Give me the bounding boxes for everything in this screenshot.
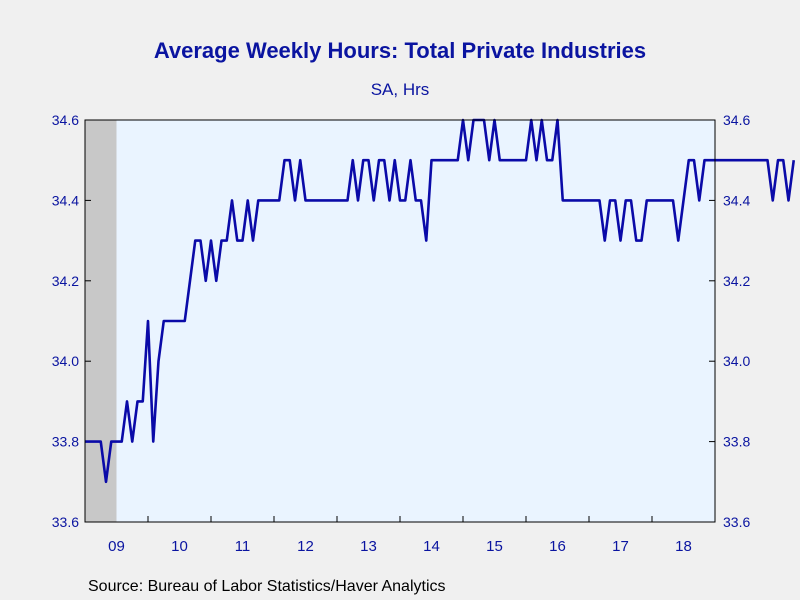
y-tick-label-right: 34.2 bbox=[723, 273, 750, 289]
y-tick-label-right: 34.6 bbox=[723, 112, 750, 128]
x-tick-label: 15 bbox=[486, 538, 503, 555]
y-tick-label-right: 33.8 bbox=[723, 434, 750, 450]
x-tick-label: 17 bbox=[612, 538, 629, 555]
series-line bbox=[85, 118, 796, 484]
plot-border bbox=[84, 119, 716, 523]
x-axis: 09 10 11 12 13 14 15 16 17 18 bbox=[108, 516, 692, 555]
y-tick-label-left: 33.8 bbox=[52, 434, 79, 450]
x-tick-label: 11 bbox=[235, 538, 251, 555]
chart-title: Average Weekly Hours: Total Private Indu… bbox=[153, 38, 647, 63]
x-tick-label: 12 bbox=[297, 538, 314, 555]
y-tick-label-right: 34.0 bbox=[723, 353, 750, 369]
chart-source: Source: Bureau of Labor Statistics/Haver… bbox=[88, 578, 446, 595]
y-tick-label-right: 33.6 bbox=[723, 514, 750, 530]
plot-area bbox=[85, 120, 715, 522]
x-tick-label: 18 bbox=[675, 538, 692, 555]
chart-subtitle: SA, Hrs bbox=[370, 80, 430, 99]
x-tick-label: 09 bbox=[108, 538, 125, 555]
y-axis-right: 33.6 33.8 34.0 34.2 34.4 34.6 bbox=[709, 112, 750, 530]
y-tick-label-left: 34.4 bbox=[52, 192, 79, 208]
x-tick-label: 13 bbox=[360, 538, 377, 555]
y-tick-label-left: 34.6 bbox=[52, 112, 79, 128]
recession-shading bbox=[85, 120, 117, 522]
y-axis-left: 33.6 33.8 34.0 34.2 34.4 34.6 bbox=[52, 112, 91, 530]
y-tick-label-left: 33.6 bbox=[52, 514, 79, 530]
x-tick-label: 16 bbox=[549, 538, 566, 555]
x-tick-label: 10 bbox=[171, 538, 188, 555]
x-tick-label: 14 bbox=[423, 538, 440, 555]
y-tick-label-left: 34.0 bbox=[52, 353, 79, 369]
y-tick-label-right: 34.4 bbox=[723, 192, 750, 208]
y-tick-label-left: 34.2 bbox=[52, 273, 79, 289]
